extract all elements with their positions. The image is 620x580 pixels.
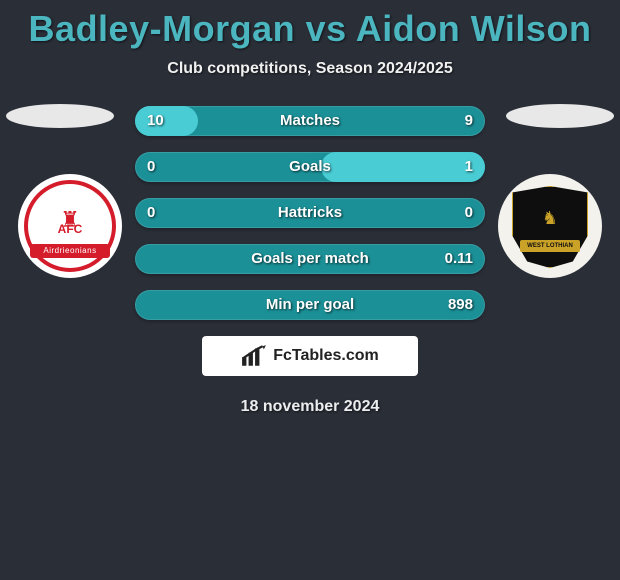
club-name-left: Airdrieonians [30, 244, 110, 258]
lion-icon: ♞ [542, 208, 558, 229]
stat-value-right: 0.11 [445, 244, 473, 274]
stat-label: Goals [135, 152, 485, 182]
page-subtitle: Club competitions, Season 2024/2025 [0, 60, 620, 78]
club-logo-left: ♜ AFC Airdrieonians [18, 174, 122, 278]
branding-text: FcTables.com [273, 347, 379, 365]
stat-value-left: 10 [147, 106, 164, 136]
stat-bar: Matches10 9 [135, 106, 485, 136]
club-logo-right: ♞ WEST LOTHIAN [498, 174, 602, 278]
stat-label: Goals per match [135, 244, 485, 274]
stat-bar: Goals0 1 [135, 152, 485, 182]
stat-bar: Hattricks0 0 [135, 198, 485, 228]
player-avatar-left-placeholder [6, 104, 114, 128]
comparison-panel: ♜ AFC Airdrieonians ♞ WEST LOTHIAN Match… [0, 106, 620, 416]
stat-value-left: 0 [147, 198, 155, 228]
stat-label: Min per goal [135, 290, 485, 320]
stat-value-right: 9 [465, 106, 473, 136]
stat-bar: Goals per match0.11 [135, 244, 485, 274]
player-avatar-right-placeholder [506, 104, 614, 128]
stat-value-left: 0 [147, 152, 155, 182]
stat-value-right: 898 [448, 290, 473, 320]
snapshot-date: 18 november 2024 [0, 398, 620, 416]
stat-value-right: 0 [465, 198, 473, 228]
page-title: Badley-Morgan vs Aidon Wilson [0, 0, 620, 50]
bar-chart-icon [241, 345, 267, 367]
stat-bars: Matches109Goals01Hattricks00Goals per ma… [135, 106, 485, 320]
stat-label: Hattricks [135, 198, 485, 228]
stat-value-right: 1 [465, 152, 473, 182]
stat-bar: Min per goal898 [135, 290, 485, 320]
stat-label: Matches [135, 106, 485, 136]
club-abbrev-left: AFC [18, 222, 122, 236]
branding-badge: FcTables.com [202, 336, 418, 376]
club-ribbon-right: WEST LOTHIAN [520, 240, 580, 252]
